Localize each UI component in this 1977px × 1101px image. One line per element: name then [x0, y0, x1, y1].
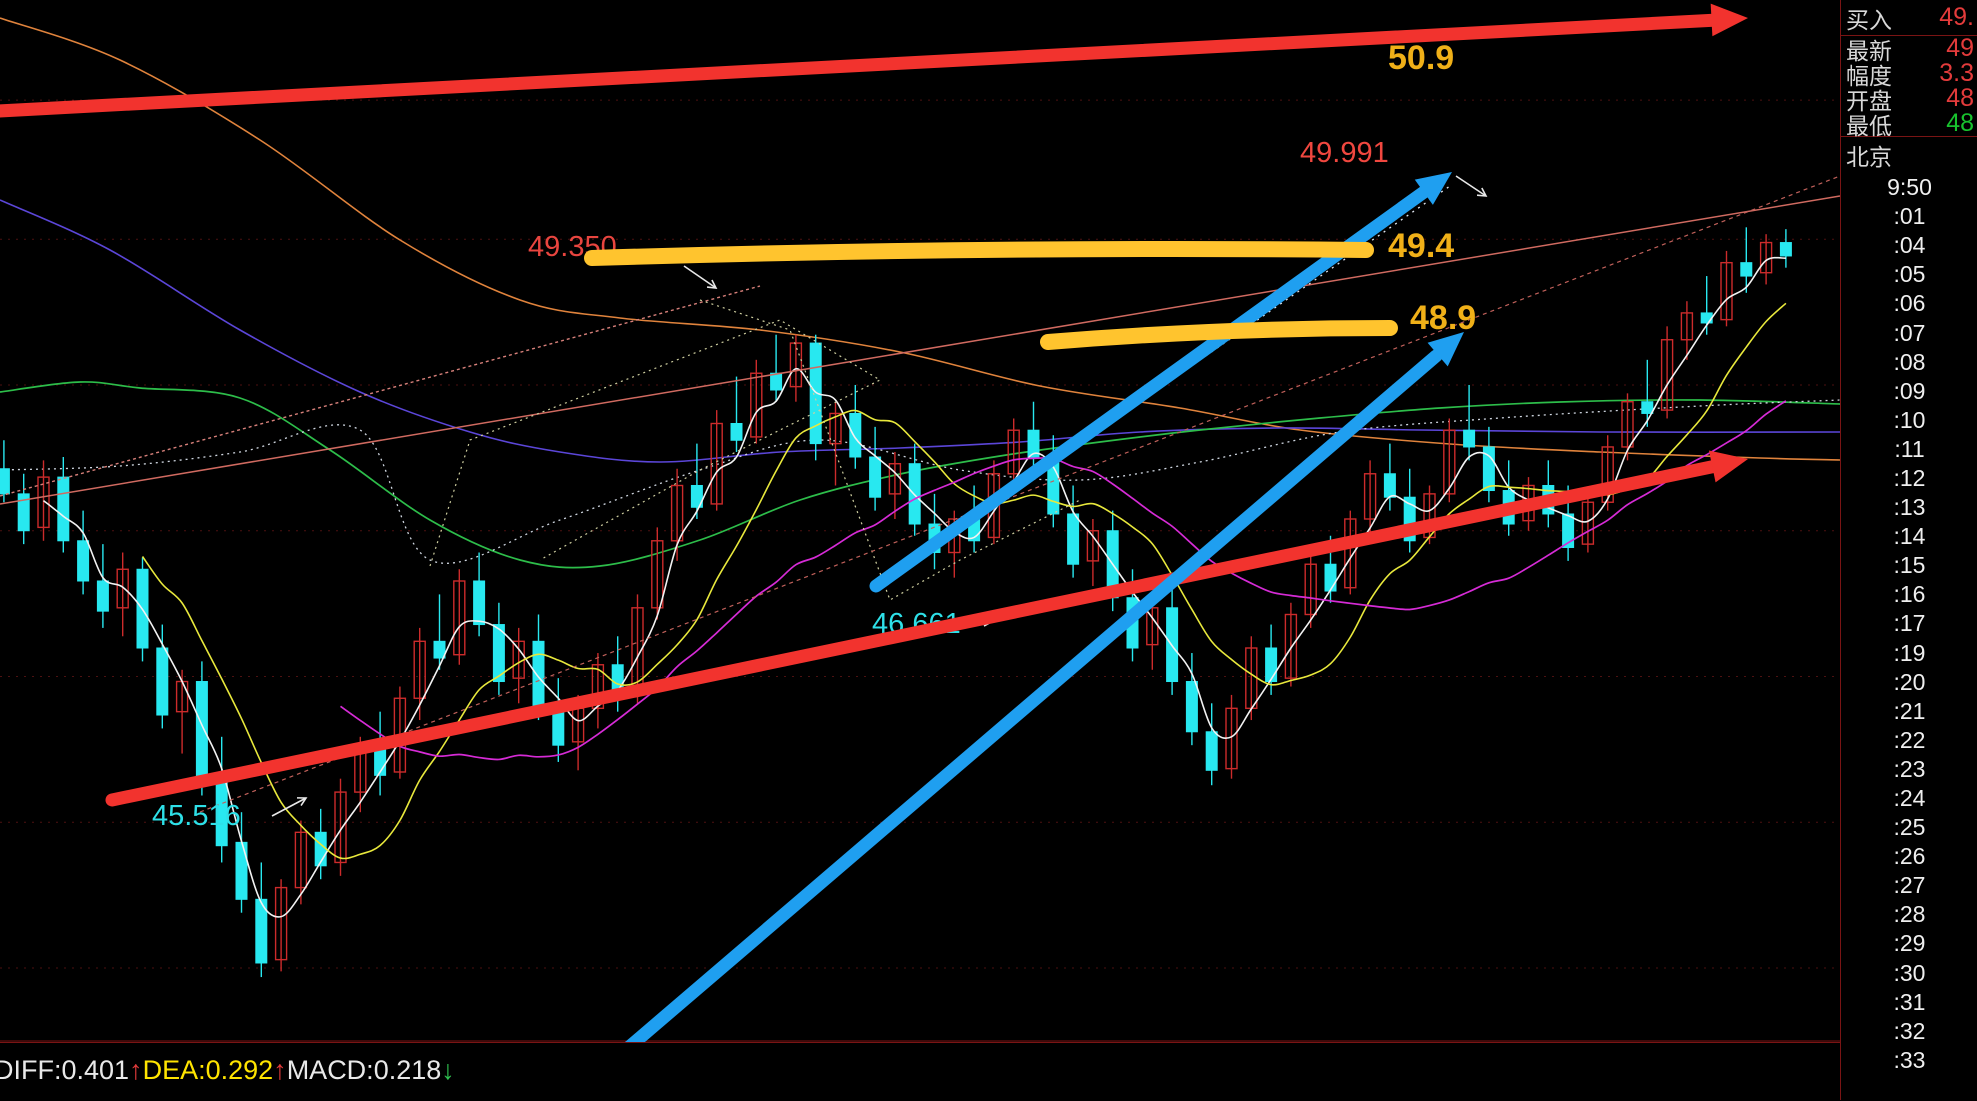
yellow-resistance-lower [1040, 320, 1398, 350]
dea-arrow-icon: ↑ [273, 1055, 287, 1085]
leader-49991 [1455, 175, 1487, 197]
red-channel-lower-line [105, 459, 1723, 807]
quote-row-city: 北京 [1841, 137, 1977, 173]
quote-value: 48 [1946, 84, 1974, 112]
time-tick-3[interactable]: :05 [1893, 261, 1926, 288]
price-tag-absolute-low: 45.516 [152, 800, 241, 832]
red-channel-upper-line [0, 13, 1725, 118]
dea-value: 0.292 [205, 1055, 274, 1085]
quote-row-0[interactable]: 最新 49 [1841, 34, 1977, 64]
price-tag-recent-high: 49.991 [1300, 137, 1389, 169]
time-tick-10[interactable]: :12 [1893, 464, 1926, 491]
time-tick-21[interactable]: :24 [1893, 785, 1926, 812]
macd-readout: DIFF:0.401↑DEA:0.292↑MACD:0.218↓ [0, 1055, 455, 1086]
quote-rows: 最新 49 幅度 3.3 开盘 48 最低 48 [1841, 34, 1977, 139]
annotation-overlay [0, 3, 1748, 1042]
time-tick-28[interactable]: :31 [1893, 988, 1926, 1015]
support-dashed-low [199, 175, 1840, 813]
quote-label: 最低 [1846, 112, 1892, 139]
leader-49350-head [706, 279, 718, 289]
leader-49991-head [1476, 187, 1488, 197]
annotation-resistance-lower: 48.9 [1410, 299, 1476, 337]
trend-salmon-solid [0, 195, 1840, 505]
leader-49350 [683, 265, 717, 289]
time-tick-14[interactable]: :16 [1893, 581, 1926, 608]
time-tick-11[interactable]: :13 [1893, 494, 1926, 521]
city-label: 北京 [1846, 144, 1892, 170]
ma-white-5 [43, 256, 1786, 918]
diff-arrow-icon: ↑ [129, 1055, 143, 1085]
time-tick-25[interactable]: :28 [1893, 901, 1926, 928]
ma-magenta-20 [340, 400, 1787, 761]
gridlines [0, 99, 1840, 1042]
time-tick-23[interactable]: :26 [1893, 843, 1926, 870]
quote-value: 49 [1946, 34, 1974, 62]
quote-row-1[interactable]: 幅度 3.3 [1841, 59, 1977, 89]
red-channel-lower-arrowhead [1708, 450, 1748, 483]
diff-label: DIFF: [0, 1055, 62, 1085]
ma-yellow-10 [141, 302, 1787, 860]
blue-channel-upper-arrowhead [1414, 172, 1452, 205]
leader-45516-head [296, 797, 308, 806]
quote-row-bid[interactable]: 买入 49. [1841, 0, 1977, 36]
time-axis-list[interactable]: 9:50:01:04:05:06:07:08:09:10:11:12 :13:14… [1841, 173, 1977, 1075]
quote-value-bid: 49. [1939, 3, 1974, 31]
time-tick-30[interactable]: :33 [1893, 1046, 1926, 1073]
time-tick-24[interactable]: :27 [1893, 872, 1926, 899]
blue-channel-lower-line [625, 349, 1443, 1042]
ma-orange-long [0, 17, 1840, 461]
blue-channel-lower-arrowhead [1427, 332, 1464, 367]
ma-green-60 [0, 381, 1840, 569]
time-tick-17[interactable]: :20 [1893, 668, 1926, 695]
quote-label: 幅度 [1846, 62, 1892, 89]
diff-value: 0.401 [61, 1055, 130, 1085]
quote-value: 48 [1946, 109, 1974, 137]
time-tick-20[interactable]: :23 [1893, 755, 1926, 782]
time-tick-0[interactable]: 9:50 [1887, 174, 1932, 201]
macd-label: MACD: [286, 1055, 374, 1085]
quote-label: 最新 [1846, 37, 1892, 64]
quote-row-3[interactable]: 最低 48 [1841, 109, 1977, 139]
time-tick-18[interactable]: :21 [1893, 697, 1926, 724]
time-tick-26[interactable]: :29 [1893, 930, 1926, 957]
time-tick-15[interactable]: :17 [1893, 610, 1926, 637]
time-tick-19[interactable]: :22 [1893, 726, 1926, 753]
ma-indigo-long [0, 199, 1840, 463]
dea-label: DEA: [142, 1055, 206, 1085]
time-tick-22[interactable]: :25 [1893, 814, 1926, 841]
wedge-1 [429, 319, 882, 567]
time-tick-1[interactable]: :01 [1893, 203, 1926, 230]
annotation-target-upper: 50.9 [1388, 39, 1454, 77]
wedge-2 [699, 299, 1081, 601]
time-tick-8[interactable]: :10 [1893, 406, 1926, 433]
time-tick-6[interactable]: :08 [1893, 348, 1926, 375]
macd-indicator-panel[interactable]: DIFF:0.401↑DEA:0.292↑MACD:0.218↓ [0, 1042, 1840, 1101]
quote-label: 开盘 [1846, 87, 1892, 114]
leader-45516 [271, 797, 307, 817]
price-chart-canvas[interactable]: 49.350 49.991 46.661 45.516 50.9 49.4 48.9 [0, 0, 1840, 1042]
time-tick-29[interactable]: :32 [1893, 1017, 1926, 1044]
trend-salmon-dashed [0, 285, 761, 497]
quote-label-bid: 买入 [1846, 6, 1892, 33]
time-tick-2[interactable]: :04 [1893, 232, 1926, 259]
time-tick-9[interactable]: :11 [1894, 435, 1925, 462]
yellow-resistance-upper [584, 241, 1374, 266]
time-tick-5[interactable]: :07 [1893, 319, 1926, 346]
quote-value: 3.3 [1939, 59, 1974, 87]
time-tick-7[interactable]: :09 [1893, 377, 1926, 404]
time-tick-12[interactable]: :14 [1893, 523, 1926, 550]
quote-row-2[interactable]: 开盘 48 [1841, 84, 1977, 114]
macd-arrow-icon: ↓ [441, 1055, 455, 1085]
red-channel-upper-arrowhead [1710, 3, 1748, 37]
time-tick-13[interactable]: :15 [1893, 552, 1926, 579]
time-tick-4[interactable]: :06 [1893, 290, 1926, 317]
time-tick-16[interactable]: :19 [1893, 639, 1926, 666]
macd-value: 0.218 [373, 1055, 442, 1085]
time-tick-27[interactable]: :30 [1893, 959, 1926, 986]
annotation-resistance-upper: 49.4 [1388, 227, 1454, 265]
quote-time-panel: 买入 49. 最新 49 幅度 3.3 开盘 48 最低 48 北京 9:50:01:04:0… [1840, 0, 1977, 1100]
candle-series [0, 227, 1792, 978]
